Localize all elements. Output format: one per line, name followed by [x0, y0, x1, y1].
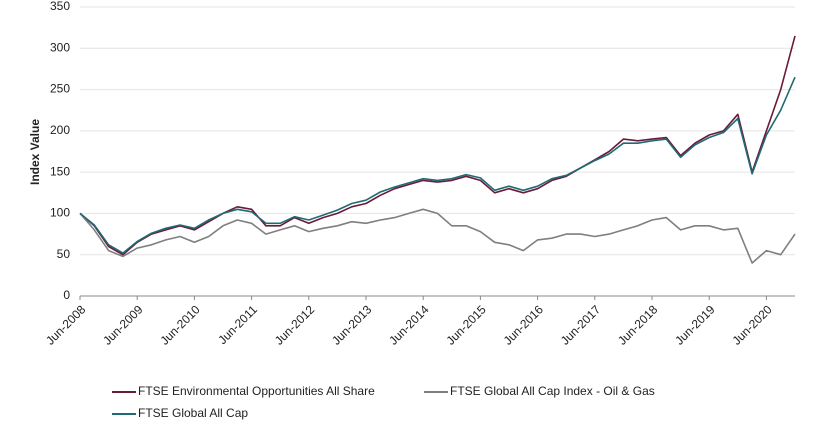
y-tick-label: 150 — [50, 164, 70, 178]
y-tick-label: 200 — [50, 123, 70, 137]
series-line — [79, 76, 796, 254]
x-tick-label: Jun-2013 — [329, 302, 375, 348]
y-tick-label: 50 — [57, 247, 71, 261]
legend-label: FTSE Global All Cap — [138, 406, 248, 420]
x-tick-label: Jun-2009 — [100, 302, 146, 348]
legend-label: FTSE Global All Cap Index - Oil & Gas — [450, 384, 655, 398]
y-tick-label: 100 — [50, 206, 70, 220]
x-tick-label: Jun-2017 — [558, 302, 604, 348]
x-tick-label: Jun-2020 — [729, 302, 775, 348]
x-tick-label: Jun-2011 — [215, 302, 260, 347]
series-line — [79, 208, 796, 264]
x-tick-label: Jun-2014 — [386, 302, 432, 348]
x-tick-label: Jun-2016 — [501, 302, 547, 348]
legend-label: FTSE Environmental Opportunities All Sha… — [138, 384, 375, 398]
x-tick-label: Jun-2010 — [157, 302, 203, 348]
x-tick-label: Jun-2019 — [672, 302, 718, 348]
y-axis-label: Index Value — [28, 119, 42, 185]
x-tick-label: Jun-2015 — [443, 302, 489, 348]
y-tick-label: 300 — [50, 40, 70, 54]
y-tick-label: 250 — [50, 82, 70, 96]
series-line — [79, 35, 796, 256]
y-tick-label: 0 — [63, 288, 70, 302]
x-tick-label: Jun-2018 — [615, 302, 661, 348]
y-tick-label: 350 — [50, 0, 70, 13]
x-tick-label: Jun-2008 — [43, 302, 89, 348]
x-tick-label: Jun-2012 — [272, 302, 318, 348]
